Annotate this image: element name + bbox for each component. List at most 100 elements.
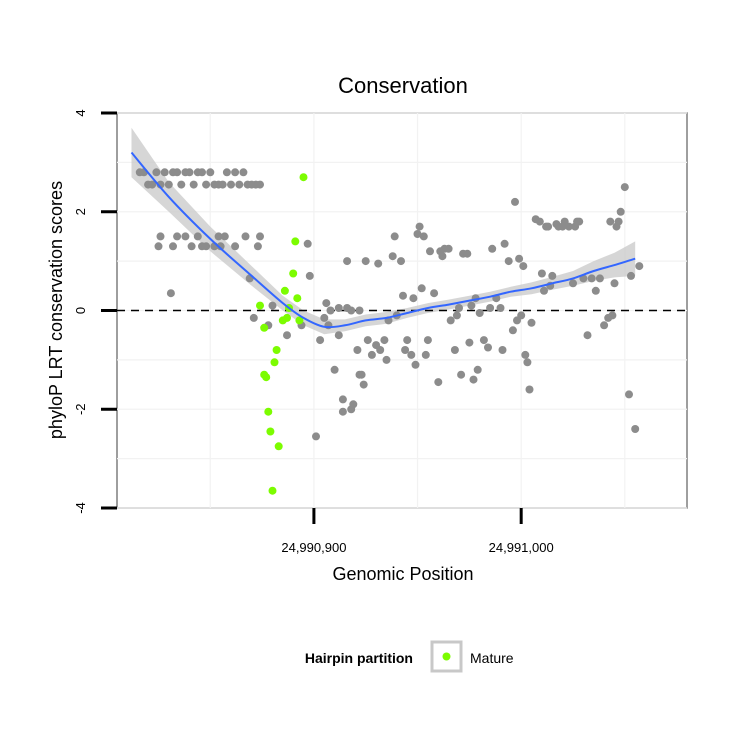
other-point: [256, 232, 264, 241]
other-point: [173, 232, 182, 241]
other-point: [249, 313, 258, 322]
other-point: [620, 183, 629, 192]
other-point: [222, 168, 231, 177]
other-point: [355, 370, 364, 379]
other-point: [397, 257, 405, 266]
other-point: [216, 242, 225, 251]
other-point: [498, 346, 507, 354]
x-tick-label: 24,990,900: [281, 540, 346, 555]
mature-point: [268, 486, 277, 495]
other-point: [338, 407, 347, 416]
legend: Hairpin partition Mature: [305, 640, 514, 673]
other-point: [446, 316, 455, 325]
other-point: [631, 425, 640, 433]
other-point: [353, 346, 362, 354]
legend-mature-label: Mature: [470, 650, 514, 666]
mature-point: [293, 294, 302, 303]
other-point: [166, 289, 175, 298]
other-point: [415, 222, 424, 231]
other-point: [548, 271, 557, 280]
other-point: [614, 217, 623, 226]
other-point: [515, 254, 524, 263]
other-point: [457, 370, 466, 379]
other-point: [268, 301, 277, 310]
other-point: [185, 168, 194, 177]
other-point: [508, 326, 517, 335]
other-point: [610, 279, 619, 288]
other-point: [409, 294, 418, 303]
other-point: [525, 385, 534, 394]
other-point: [475, 309, 484, 317]
other-point: [382, 355, 391, 364]
mature-point: [262, 373, 271, 382]
other-point: [569, 279, 577, 288]
other-point: [202, 242, 211, 251]
y-tick-label: 0: [73, 307, 88, 314]
other-point: [173, 168, 182, 177]
other-point: [484, 343, 492, 352]
other-point: [608, 311, 617, 320]
mature-point: [289, 269, 298, 278]
other-point: [334, 304, 343, 312]
other-point: [411, 360, 420, 369]
other-point: [521, 350, 530, 359]
other-point: [488, 244, 497, 253]
other-point: [363, 336, 372, 345]
mature-point: [256, 301, 264, 310]
other-point: [517, 311, 526, 320]
other-point: [359, 380, 368, 389]
other-point: [152, 168, 161, 177]
other-point: [407, 350, 416, 359]
mature-point: [299, 173, 308, 182]
other-point: [320, 313, 329, 322]
mature-point: [283, 313, 291, 322]
other-point: [504, 257, 513, 266]
other-point: [390, 232, 399, 241]
other-point: [401, 346, 410, 354]
other-point: [625, 390, 633, 399]
other-point: [465, 338, 474, 347]
y-tick-label: 2: [73, 208, 88, 215]
other-point: [156, 232, 165, 241]
mature-point: [270, 358, 279, 367]
other-point: [455, 304, 463, 312]
other-point: [326, 306, 335, 315]
other-point: [154, 242, 163, 251]
other-point: [376, 346, 385, 354]
other-point: [403, 336, 412, 345]
other-point: [169, 242, 177, 251]
other-point: [479, 336, 488, 345]
other-point: [220, 232, 229, 241]
other-point: [537, 269, 546, 278]
other-point: [523, 358, 532, 367]
legend-title: Hairpin partition: [305, 650, 413, 666]
other-point: [256, 180, 264, 189]
other-point: [486, 304, 495, 312]
other-point: [469, 375, 478, 384]
other-point: [575, 217, 584, 226]
other-point: [438, 252, 447, 261]
other-point: [206, 168, 215, 177]
other-point: [181, 232, 190, 241]
other-point: [198, 168, 206, 177]
other-point: [312, 432, 320, 441]
mature-point: [291, 237, 300, 246]
other-point: [450, 346, 459, 354]
other-point: [423, 336, 432, 345]
chart-title: Conservation: [338, 73, 468, 98]
other-point: [347, 405, 356, 414]
legend-mature-dot: [442, 652, 451, 661]
other-point: [177, 180, 186, 189]
other-point: [426, 247, 434, 256]
other-point: [202, 180, 211, 189]
y-tick-label: 4: [73, 109, 88, 116]
mature-point: [280, 286, 289, 295]
other-point: [430, 289, 439, 298]
other-point: [473, 365, 482, 374]
confidence-band: [131, 127, 636, 335]
other-point: [616, 207, 625, 216]
other-point: [444, 244, 453, 253]
other-point: [334, 331, 343, 340]
other-point: [227, 180, 235, 189]
